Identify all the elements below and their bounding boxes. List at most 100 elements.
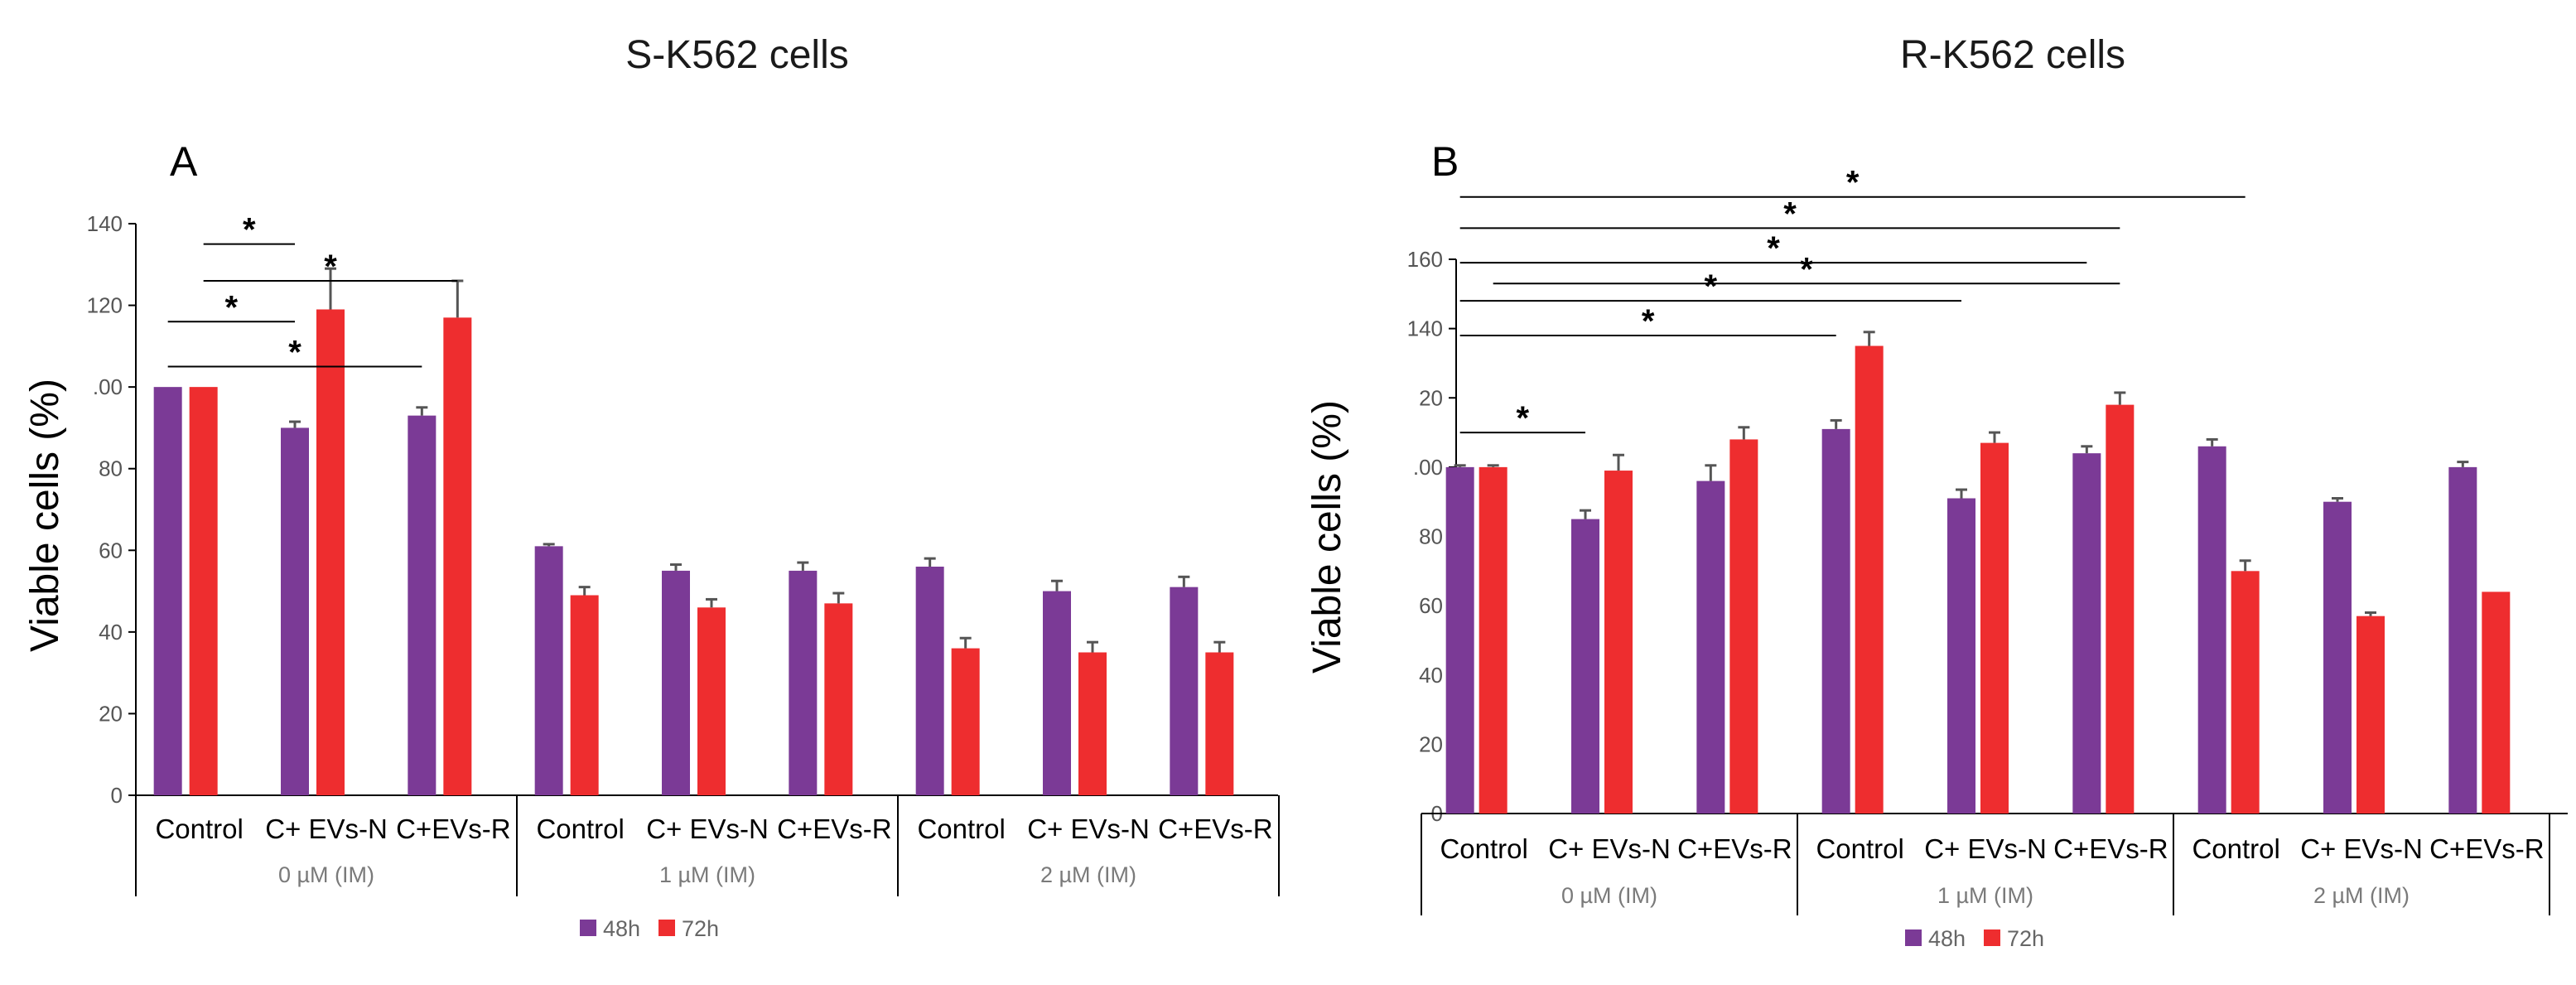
chart-a-group-label: 0 µM (IM) — [278, 862, 374, 887]
chart-a-bar-48h-1 — [281, 427, 309, 795]
chart-a-bar-72h-0 — [189, 387, 218, 795]
chart-a-significance-star: * — [324, 249, 337, 285]
chart-a-bar-72h-2 — [443, 317, 472, 795]
chart-b-bar-72h-4 — [1980, 442, 2009, 814]
chart-a-bar-48h-0 — [153, 387, 182, 795]
chart-a-bar-72h-3 — [570, 595, 599, 795]
chart-b-y-tick-label: 140 — [1407, 316, 1443, 341]
chart-a-category-label: C+ EVs-N — [1027, 814, 1150, 844]
chart-a-bar-72h-8 — [1205, 652, 1234, 795]
chart-b-group-label: 2 µM (IM) — [2313, 883, 2410, 908]
chart-a-category-label: Control — [536, 814, 624, 844]
chart-b-legend-label: 48h — [1928, 926, 1966, 951]
chart-a-bar-72h-5 — [824, 603, 853, 795]
chart-b-y-axis-label: Viable cells (%) — [1305, 400, 1349, 674]
chart-a-legend-swatch-48h — [580, 920, 596, 936]
chart-b-category-label: Control — [1440, 833, 1527, 864]
chart-b-bar-72h-6 — [2231, 571, 2260, 814]
chart-b-bar-48h-4 — [1947, 498, 1975, 814]
chart-a-bar-48h-5 — [789, 570, 818, 795]
chart-b-y-tick-label: 160 — [1407, 247, 1443, 272]
chart-a-bar-48h-8 — [1170, 587, 1199, 795]
chart-b-bar-72h-5 — [2106, 404, 2135, 814]
chart-b-bar-72h-8 — [2482, 591, 2511, 814]
chart-a-y-tick-label: 40 — [99, 620, 123, 645]
chart-a-panel-label: A — [170, 138, 198, 185]
chart-b-bar-72h-3 — [1855, 345, 1884, 814]
chart-a-significance-star: * — [288, 335, 301, 371]
chart-a-y-tick-label: 80 — [99, 456, 123, 481]
chart-b-category-label: C+EVs-R — [2429, 833, 2544, 864]
chart-b-bar-48h-6 — [2197, 446, 2226, 814]
chart-b-bar-48h-8 — [2448, 466, 2477, 814]
chart-b-bar-48h-0 — [1445, 466, 1474, 814]
chart-b-bar-48h-3 — [1821, 428, 1850, 814]
chart-a-bar-48h-6 — [915, 567, 944, 795]
chart-b-significance-star: * — [1767, 230, 1780, 267]
chart-b-panel-label: B — [1431, 138, 1459, 185]
chart-a-category-label: Control — [155, 814, 243, 844]
chart-a-category-label: C+EVs-R — [396, 814, 510, 844]
chart-b-y-tick-label: 20 — [1419, 385, 1443, 410]
chart-a-y-axis-label: Viable cells (%) — [23, 379, 67, 652]
chart-b-y-tick-label: .00 — [1413, 455, 1443, 480]
chart-a-y-tick-label: 140 — [87, 211, 123, 236]
chart-a-group-label: 1 µM (IM) — [659, 862, 755, 887]
chart-a-bar-72h-6 — [951, 648, 980, 795]
chart-a-category-label: C+EVs-R — [1158, 814, 1272, 844]
chart-a-y-tick-label: 60 — [99, 538, 123, 563]
chart-b-significance-star: * — [1517, 400, 1530, 437]
chart-b-legend-label: 72h — [2007, 926, 2044, 951]
chart-a-category-label: C+ EVs-N — [265, 814, 388, 844]
chart-a-bar-48h-2 — [408, 415, 437, 795]
chart-b-legend-swatch-72h — [1984, 929, 2000, 946]
chart-a-group-label: 2 µM (IM) — [1040, 862, 1136, 887]
chart-a-category-label: C+EVs-R — [777, 814, 891, 844]
chart-b-category-label: C+ EVs-N — [1548, 833, 1671, 864]
chart-b-significance-star: * — [1800, 251, 1813, 287]
chart-a-category-label: Control — [917, 814, 1005, 844]
chart-b-category-label: Control — [2192, 833, 2279, 864]
chart-b-bar-48h-2 — [1696, 480, 1725, 814]
chart-a-title: S-K562 cells — [625, 33, 848, 77]
chart-b-title: R-K562 cells — [1900, 33, 2125, 77]
chart-b-category-label: C+ EVs-N — [2300, 833, 2423, 864]
chart-a-significance-star: * — [225, 289, 239, 326]
chart-b-category-label: C+EVs-R — [1677, 833, 1792, 864]
chart-a-bar-72h-1 — [316, 309, 345, 795]
chart-a-bar-48h-3 — [534, 546, 563, 795]
chart-b-group-label: 1 µM (IM) — [1937, 883, 2033, 908]
chart-b-y-tick-label: 40 — [1419, 663, 1443, 688]
chart-b-significance-star: * — [1705, 268, 1718, 305]
chart-a-plot: 0 20 40 60 80 .00 120 140 Control C+ EVs-N C+EVs-R… — [87, 211, 1280, 941]
chart-b-bar-48h-1 — [1571, 519, 1599, 814]
chart-a-y-tick-label: 120 — [87, 293, 123, 318]
chart-a-bar-72h-4 — [697, 607, 726, 795]
chart-a-legend-swatch-72h — [658, 920, 675, 936]
chart-b-y-tick-label: 20 — [1419, 732, 1443, 756]
chart-b-bar-72h-2 — [1729, 439, 1758, 814]
chart-b-group-label: 0 µM (IM) — [1561, 883, 1657, 908]
chart-a-legend-label: 48h — [603, 916, 640, 941]
chart-a-category-label: C+ EVs-N — [646, 814, 769, 844]
chart-b-bar-48h-5 — [2072, 453, 2101, 814]
chart-a-significance-star: * — [243, 212, 256, 249]
chart-a-bar-48h-7 — [1043, 591, 1071, 795]
chart-b-bar-72h-0 — [1479, 466, 1507, 814]
chart-b-y-tick-label: 60 — [1419, 593, 1443, 618]
chart-b-significance-star: * — [1783, 196, 1797, 232]
chart-b-category-label: C+EVs-R — [2053, 833, 2168, 864]
chart-b-category-label: Control — [1816, 833, 1903, 864]
chart-b-significance-star: * — [1846, 165, 1860, 201]
chart-a-bar-72h-7 — [1078, 652, 1107, 795]
chart-b-bar-72h-7 — [2357, 616, 2385, 814]
chart-b-y-tick-label: 80 — [1419, 524, 1443, 549]
chart-b-legend-swatch-48h — [1905, 929, 1922, 946]
chart-b-bar-72h-1 — [1604, 471, 1633, 814]
chart-a-y-tick-label: 20 — [99, 701, 123, 726]
chart-b-category-label: C+ EVs-N — [1924, 833, 2047, 864]
chart-a-bar-48h-4 — [662, 570, 690, 795]
